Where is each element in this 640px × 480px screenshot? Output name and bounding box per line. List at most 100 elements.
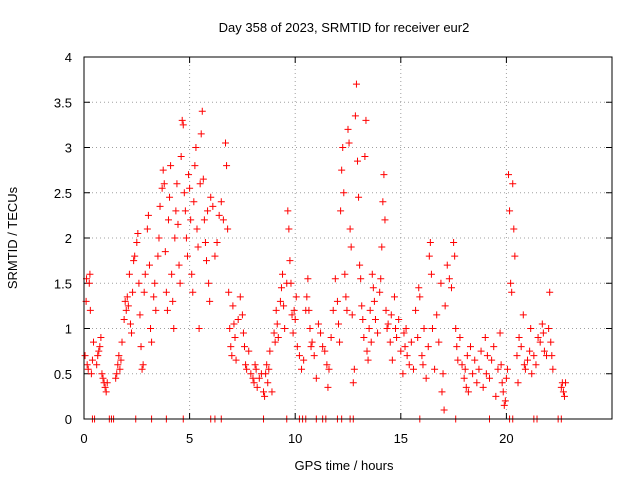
data-point-SRMTID [412,306,420,314]
data-point-SRMTID [351,112,359,120]
data-point-SRMTID [460,374,468,382]
data-point-SRMTID [230,320,238,328]
data-point-SRMTID [496,329,504,337]
data-point-SRMTID [519,311,527,319]
y-tick-label: 2.5 [54,186,72,201]
data-point-SRMTID [86,270,94,278]
data-point-SRMTID [101,383,109,391]
data-point-SRMTID [288,311,296,319]
data-point-SRMTID [81,352,89,360]
data-point-SRMTID [355,193,363,201]
data-point-SRMTID [290,306,298,314]
data-point-SRMTID [548,352,556,360]
data-point-SRMTID [337,207,345,215]
data-point-SRMTID [371,315,379,323]
data-point-SRMTID [187,216,195,224]
data-point-SRMTID [503,365,511,373]
data-point-SRMTID [347,243,355,251]
data-point-SRMTID [338,166,346,174]
data-point-SRMTID [458,361,466,369]
data-point-SRMTID [399,370,407,378]
data-point-SRMTID [148,338,156,346]
data-point-SRMTID [260,388,268,396]
data-point-SRMTID [440,406,448,414]
data-point-SRMTID [232,356,240,364]
data-point-SRMTID [180,189,188,197]
data-point-SRMTID [169,297,177,305]
data-point-SRMTID [284,207,292,215]
data-point-SRMTID [252,365,260,373]
data-point-SRMTID [364,356,372,364]
data-point-SRMTID [121,297,129,305]
data-point-SRMTID [514,379,522,387]
data-point-SRMTID [409,365,417,373]
data-point-SRMTID [346,225,354,233]
data-point-SRMTID [199,175,207,183]
data-point-SRMTID [466,343,474,351]
data-point-SRMTID [194,243,202,251]
data-point-SRMTID [166,193,174,201]
y-tick-label: 0.5 [54,367,72,382]
data-point-SRMTID [395,315,403,323]
data-point-SRMTID [298,365,306,373]
data-point-SRMTID [225,288,233,296]
data-point-SRMTID [441,302,449,310]
data-point-SRMTID [549,365,557,373]
data-point-SRMTID [191,162,199,170]
data-point-SRMTID [219,216,227,224]
data-point-SRMTID [280,302,288,310]
data-point-SRMTID [477,347,485,355]
data-point-SRMTID [161,248,169,256]
data-point-SRMTID [196,180,204,188]
data-point-SRMTID [378,243,386,251]
data-point-SRMTID [85,279,93,287]
data-point-SRMTID [562,379,570,387]
data-point-SRMTID [140,288,148,296]
data-point-SRMTID [498,379,506,387]
data-point-SRMTID [469,370,477,378]
data-point-SRMTID [262,370,270,378]
data-point-SRMTID [255,374,263,382]
chart-title: Day 358 of 2023, SRMTID for receiver eur… [219,20,470,35]
data-point-SRMTID [340,189,348,197]
data-point-SRMTID [136,311,144,319]
data-point-SRMTID [247,370,255,378]
data-point-SRMTID [323,361,331,369]
data-point-SRMTID [438,388,446,396]
data-point-SRMTID [447,284,455,292]
data-point-SRMTID [172,207,180,215]
data-point-SRMTID [217,198,225,206]
data-point-SRMTID [356,261,364,269]
data-point-SRMTID [150,293,158,301]
data-point-SRMTID [380,171,388,179]
data-point-SRMTID [502,374,510,382]
data-point-SRMTID [515,334,523,342]
data-point-SRMTID [205,279,213,287]
data-point-SRMTID [363,347,371,355]
data-point-SRMTID [271,338,279,346]
data-point-SRMTID [511,252,519,260]
data-point-SRMTID [475,365,483,373]
y-tick-label: 2 [65,231,72,246]
data-point-SRMTID [464,388,472,396]
data-point-SRMTID [367,338,375,346]
data-point-SRMTID [354,157,362,165]
data-point-SRMTID [508,288,516,296]
data-point-SRMTID [160,180,168,188]
data-point-SRMTID [435,338,443,346]
data-point-SRMTID [270,329,278,337]
data-point-SRMTID [528,370,536,378]
data-point-SRMTID [170,325,178,332]
data-point-SRMTID [463,352,471,360]
data-point-SRMTID [559,388,567,396]
data-point-SRMTID [99,374,107,382]
data-point-SRMTID [483,352,491,360]
x-axis-label: GPS time / hours [295,458,394,473]
data-point-SRMTID [384,320,392,328]
data-point-SRMTID [264,379,272,387]
data-point-SRMTID [162,288,170,296]
data-point-SRMTID [268,388,276,396]
data-point-SRMTID [163,306,171,314]
x-tick-label: 10 [288,431,302,446]
data-point-SRMTID [250,379,258,387]
